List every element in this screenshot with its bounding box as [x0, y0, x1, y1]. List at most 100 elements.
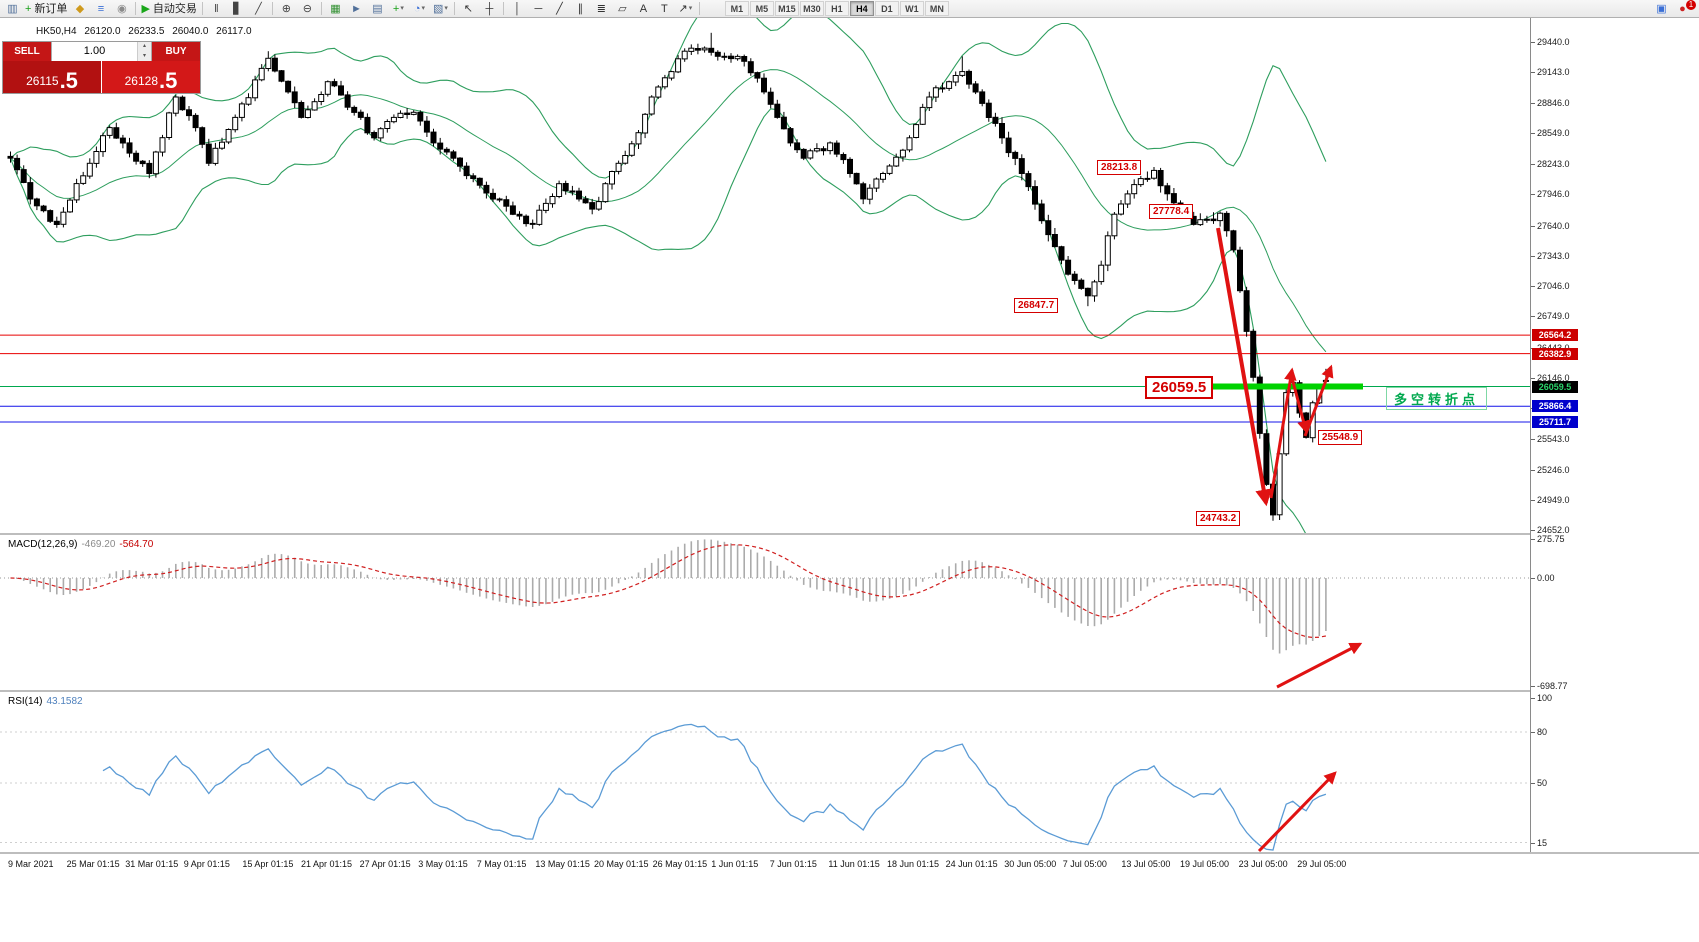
- price-tag: 25711.7: [1532, 416, 1578, 428]
- time-axis-label: 13 May 01:15: [535, 859, 590, 869]
- line-chart-icon[interactable]: ╱: [255, 2, 262, 15]
- macd-indicator-label: MACD(12,26,9) -469.20 -564.70: [8, 539, 153, 550]
- add-indicator-button[interactable]: + ▾: [392, 2, 404, 15]
- vertical-line-tool-icon[interactable]: │: [513, 2, 521, 15]
- sound-alert-icon[interactable]: ◉: [117, 2, 127, 15]
- time-axis-label: 20 May 01:15: [594, 859, 649, 869]
- price-annotation-label[interactable]: 25548.9: [1318, 430, 1363, 445]
- timeframe-button-m30[interactable]: M30: [799, 1, 824, 16]
- bollinger-upper-band: [10, 18, 1327, 179]
- sell-price-frac: .5: [59, 68, 78, 93]
- price-annotation-label[interactable]: 26847.7: [1014, 298, 1059, 313]
- price-axis-label: 27343.0: [1537, 250, 1570, 261]
- toolbar-separator: [320, 2, 322, 15]
- timeframe-button-d1[interactable]: D1: [874, 1, 899, 16]
- zoom-in-icon[interactable]: ⊕: [281, 2, 292, 15]
- cursor-tool-icon[interactable]: ↖: [463, 2, 474, 15]
- sell-price[interactable]: 26115.5: [3, 61, 101, 93]
- time-axis-label: 3 May 01:15: [418, 859, 468, 869]
- toolbar-separator: [453, 2, 455, 15]
- volume-decrease-button[interactable]: ▾: [138, 51, 151, 61]
- price-tag: 26382.9: [1532, 347, 1578, 360]
- crosshair-tool-icon[interactable]: ┼: [485, 2, 494, 15]
- panel-splitter[interactable]: [0, 690, 1699, 692]
- panel-splitter[interactable]: [0, 533, 1699, 535]
- new-order-button[interactable]: + 新订单: [25, 2, 68, 15]
- timeframe-button-m15[interactable]: M15: [774, 1, 799, 16]
- chat-icon[interactable]: ▣: [1656, 2, 1667, 15]
- volume-increase-button[interactable]: ▴: [138, 42, 151, 52]
- price-annotation-label[interactable]: 24743.2: [1196, 511, 1241, 526]
- ohlc-high: 26233.5: [128, 26, 165, 37]
- chevron-down-icon: ▾: [421, 4, 425, 12]
- price-tag: 25866.4: [1532, 400, 1578, 413]
- macd-panel-canvas[interactable]: [0, 535, 1530, 690]
- candles-chart-icon[interactable]: ▋: [233, 2, 242, 15]
- symbol-period: HK50,H4: [36, 26, 77, 37]
- depth-of-market-icon[interactable]: ≡: [97, 2, 105, 15]
- price-annotation-label[interactable]: 26059.5: [1145, 376, 1214, 399]
- zoom-out-icon[interactable]: ⊖: [302, 2, 313, 15]
- toolbar-separator: [135, 2, 137, 15]
- timeframe-button-h1[interactable]: H1: [824, 1, 849, 16]
- support-zone[interactable]: [1205, 383, 1363, 390]
- autotrade-button[interactable]: ▶ 自动交易: [141, 2, 197, 15]
- chart-ohlc-header: HK50,H4 26120.0 26233.5 26040.0 26117.0: [36, 26, 257, 37]
- shapes-tool-icon[interactable]: ▱: [618, 2, 627, 15]
- label-tool-icon[interactable]: T: [661, 2, 668, 15]
- price-axis-label: 29440.0: [1537, 37, 1570, 47]
- timeframe-button-w1[interactable]: W1: [899, 1, 924, 16]
- time-axis-label: 7 May 01:15: [476, 859, 527, 869]
- buy-price[interactable]: 26128.5: [102, 61, 200, 93]
- macd-signal-value: -564.70: [119, 539, 154, 550]
- volume-input[interactable]: 1.00 ▴ ▾: [51, 42, 152, 61]
- bars-chart-icon[interactable]: ‖: [214, 2, 219, 15]
- time-axis-label: 24 Jun 01:15: [945, 859, 998, 869]
- time-axis-label: 9 Mar 2021: [8, 859, 54, 869]
- macd-signal-line: [10, 544, 1327, 639]
- price-axis-label: 25543.0: [1537, 434, 1570, 445]
- sell-button[interactable]: SELL: [3, 42, 51, 61]
- time-axis-label: 18 Jun 01:15: [887, 859, 940, 869]
- auto-scroll-icon[interactable]: ►: [350, 2, 362, 15]
- timeframe-button-m5[interactable]: M5: [749, 1, 774, 16]
- price-axis-label: 28846.0: [1537, 97, 1570, 108]
- price-annotation-label[interactable]: 28213.8: [1097, 160, 1142, 175]
- text-tool-icon[interactable]: A: [639, 2, 648, 15]
- sell-price-int: 26115: [26, 74, 59, 88]
- price-axis-label: 27640.0: [1537, 220, 1570, 231]
- notifications-icon[interactable]: ● 1: [1672, 0, 1696, 17]
- candles-layer: [7, 32, 1329, 521]
- buy-button[interactable]: BUY: [152, 42, 200, 61]
- time-axis[interactable]: 9 Mar 2021 25 Mar 01:15 31 Mar 01:15 9 Apr …: [0, 852, 1699, 876]
- volume-value[interactable]: 1.00: [83, 45, 106, 57]
- rsi-axis-label: 15: [1537, 837, 1548, 848]
- annotation-note[interactable]: 多空转折点: [1386, 387, 1488, 410]
- arrows-tool-icon[interactable]: ↗ ▾: [678, 2, 693, 15]
- chart-window-icon[interactable]: ▥: [7, 2, 18, 15]
- periods-button[interactable]: ◔ ▾: [413, 2, 425, 15]
- price-axis-label: 27046.0: [1537, 281, 1570, 291]
- trendline-tool-icon[interactable]: ╱: [556, 2, 563, 15]
- price-chart-canvas[interactable]: [0, 18, 1530, 533]
- tile-windows-icon[interactable]: ▦: [330, 2, 341, 15]
- chart-shift-icon[interactable]: ▤: [372, 2, 383, 15]
- time-axis-label: 15 Apr 01:15: [242, 859, 294, 869]
- time-axis-label: 21 Apr 01:15: [301, 859, 353, 869]
- price-annotation-label[interactable]: 27778.4: [1149, 204, 1194, 219]
- templates-button[interactable]: ▧ ▾: [432, 2, 448, 15]
- timeframe-button-mn[interactable]: MN: [924, 1, 949, 16]
- price-axis-label: 26146.0: [1537, 372, 1570, 383]
- timeframe-button-m1[interactable]: M1: [724, 1, 749, 16]
- channel-tool-icon[interactable]: ∥: [577, 2, 584, 15]
- time-axis-label: 19 Jul 05:00: [1180, 859, 1230, 869]
- price-axis[interactable]: 29440.0 29143.0 28846.0 28549.0 28243.0 27946…: [1530, 18, 1699, 854]
- timeframe-button-h4[interactable]: H4: [849, 1, 874, 16]
- time-axis-label: 13 Jul 05:00: [1121, 859, 1171, 869]
- rsi-panel-canvas[interactable]: [0, 692, 1530, 852]
- mql5-market-icon[interactable]: ◆: [75, 2, 85, 15]
- time-axis-label: 7 Jun 01:15: [769, 859, 817, 869]
- fibonacci-tool-icon[interactable]: ≣: [596, 2, 607, 15]
- horizontal-line-tool-icon[interactable]: ─: [534, 2, 543, 15]
